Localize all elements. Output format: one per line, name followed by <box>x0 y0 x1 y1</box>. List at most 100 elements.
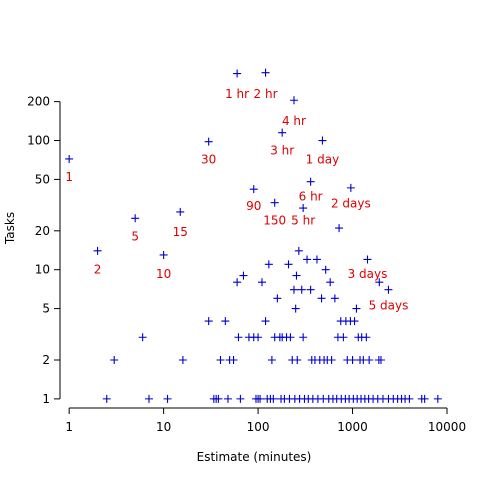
data-point <box>223 394 232 403</box>
data-point <box>270 198 279 207</box>
annotation-label: 1 day <box>306 153 340 167</box>
data-point <box>286 333 295 342</box>
y-tick-label: 5 <box>42 302 50 316</box>
annotation-label: 5 <box>131 230 139 244</box>
y-tick-label: 200 <box>27 95 50 109</box>
y-tick-label: 100 <box>27 134 50 148</box>
annotation-label: 4 hr <box>282 114 306 128</box>
y-tick-label: 50 <box>35 172 50 186</box>
annotation-label: 10 <box>156 267 171 281</box>
data-point <box>233 69 242 78</box>
y-tick-label: 1 <box>42 392 50 406</box>
annotation-label: 3 hr <box>270 143 294 157</box>
annotation-label: 150 <box>263 214 286 228</box>
data-point <box>273 294 282 303</box>
data-point <box>261 68 270 77</box>
data-point <box>299 333 308 342</box>
annotation-label: 90 <box>246 199 261 213</box>
data-point <box>204 137 213 146</box>
annotation-label: 1 hr <box>225 87 249 101</box>
data-point <box>163 394 172 403</box>
data-point <box>312 255 321 264</box>
data-point <box>159 250 168 259</box>
data-point <box>257 278 266 287</box>
data-point <box>335 224 344 233</box>
data-point <box>321 265 330 274</box>
data-point <box>254 333 263 342</box>
annotation-label: 15 <box>173 225 188 239</box>
data-point <box>284 260 293 269</box>
axes: 1 10 100 1000 10000 1 2 5 10 20 50 100 200 <box>27 95 466 434</box>
data-point <box>236 394 245 403</box>
data-point <box>293 355 302 364</box>
data-point <box>102 394 111 403</box>
data-point <box>234 333 243 342</box>
data-point <box>233 278 242 287</box>
data-point <box>346 183 355 192</box>
x-tick-label: 100 <box>247 420 270 434</box>
data-point <box>299 204 308 213</box>
data-point <box>110 355 119 364</box>
data-point <box>420 394 429 403</box>
data-point <box>365 355 374 364</box>
annotation-label: 1 <box>65 170 73 184</box>
data-point <box>363 255 372 264</box>
data-point <box>269 394 278 403</box>
y-axis-label: Tasks <box>3 212 17 245</box>
x-tick-label: 10000 <box>428 420 466 434</box>
data-point <box>327 355 336 364</box>
data-point <box>317 294 326 303</box>
data-point <box>326 278 335 287</box>
annotation-label: 6 hr <box>299 189 323 203</box>
data-point <box>303 255 312 264</box>
data-point <box>261 317 270 326</box>
data-points <box>65 68 442 403</box>
data-point <box>405 394 414 403</box>
data-point <box>239 271 248 280</box>
annotation-label: 5 days <box>369 298 409 312</box>
data-point <box>216 355 225 364</box>
data-point <box>229 355 238 364</box>
annotation-label: 5 hr <box>291 214 315 228</box>
data-point <box>433 394 442 403</box>
data-point <box>352 304 361 313</box>
data-point <box>131 214 140 223</box>
data-point <box>297 285 306 294</box>
data-point <box>362 333 371 342</box>
data-point <box>221 317 230 326</box>
y-tick-label: 10 <box>35 263 50 277</box>
annotation-label: 3 days <box>348 267 388 281</box>
x-tick-label: 10 <box>156 420 171 434</box>
x-tick-label: 1000 <box>337 420 368 434</box>
data-point <box>289 96 298 105</box>
data-point <box>93 246 102 255</box>
x-tick-label: 1 <box>65 420 73 434</box>
x-axis-label: Estimate (minutes) <box>197 450 312 464</box>
annotation-label: 30 <box>201 153 216 167</box>
y-axis-ticks: 1 2 5 10 20 50 100 200 <box>27 95 60 406</box>
data-point <box>292 271 301 280</box>
data-point <box>330 294 339 303</box>
data-point <box>294 246 303 255</box>
data-point <box>204 317 213 326</box>
annotation-label: 2 hr <box>254 87 278 101</box>
data-point <box>376 355 385 364</box>
data-point <box>384 285 393 294</box>
data-point <box>289 285 298 294</box>
data-point <box>306 177 315 186</box>
data-point <box>144 394 153 403</box>
y-tick-label: 2 <box>42 353 50 367</box>
data-point <box>267 355 276 364</box>
data-point <box>256 394 265 403</box>
annotation-label: 2 <box>94 263 102 277</box>
data-point <box>375 278 384 287</box>
data-point <box>348 355 357 364</box>
data-point <box>178 355 187 364</box>
data-point <box>138 333 147 342</box>
annotation-label: 2 days <box>331 197 371 211</box>
data-point <box>278 128 287 137</box>
data-point <box>176 207 185 216</box>
data-point <box>306 285 315 294</box>
